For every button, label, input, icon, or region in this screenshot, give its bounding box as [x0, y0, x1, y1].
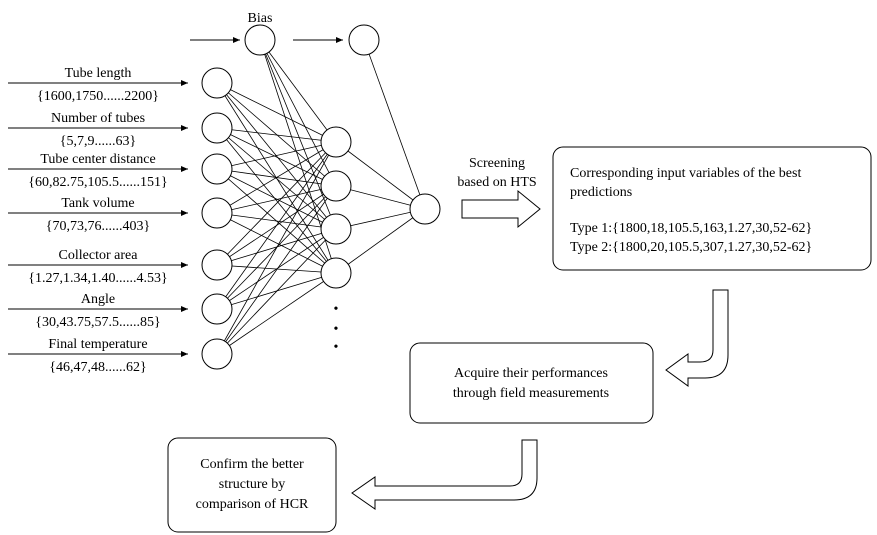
link-input-3-hidden-0 [216, 141, 337, 214]
field-measurements-line-1: Acquire their performances [454, 366, 608, 381]
field-measurements-box [409, 342, 654, 424]
link-input-0-hidden-1 [216, 82, 337, 187]
input-values-3: {70,73,76......403} [46, 219, 150, 234]
bent-hollow-arrow-1 [665, 289, 729, 387]
bent-hollow-arrow-2 [351, 439, 538, 510]
link-input-5-hidden-2 [216, 228, 337, 310]
bias-label: Bias [248, 11, 273, 26]
link-input-3-hidden-2 [216, 212, 337, 230]
input-node-3 [201, 197, 233, 229]
input-name-0: Tube length [65, 66, 132, 81]
confirm-structure-box [167, 437, 337, 533]
ellipsis-dot-3: • [334, 340, 339, 355]
input-values-4: {1.27,1.34,1.40......4.53} [28, 271, 167, 286]
link-input-1-hidden-3 [216, 127, 337, 274]
field-measurements-line-2: through field measurements [453, 386, 609, 401]
input-node-5 [201, 293, 233, 325]
input-name-6: Final temperature [48, 337, 147, 352]
link-bias-hidden-0 [259, 39, 337, 143]
bias-node-hidden [348, 24, 380, 56]
best-predictions-box [552, 146, 872, 271]
link-hidden-0-output [335, 141, 426, 210]
link-input-3-hidden-3 [216, 212, 337, 274]
link-input-4-hidden-0 [216, 141, 337, 266]
input-node-2 [201, 153, 233, 185]
input-variables: Tube length {1600,1750......2200} Number o… [8, 66, 188, 375]
input-values-5: {30,43.75,57.5......85} [35, 315, 160, 330]
link-input-0-hidden-0 [216, 82, 337, 143]
link-input-6-hidden-1 [216, 185, 337, 355]
confirm-line-3: comparison of HCR [196, 497, 309, 512]
network-connections [216, 39, 426, 355]
confirm-line-1: Confirm the better [200, 457, 304, 472]
ellipsis-dot-2: • [334, 322, 339, 337]
best-predictions-title-line-1: Corresponding input variables of the bes… [570, 166, 801, 181]
input-values-1: {5,7,9......63} [60, 134, 136, 149]
hidden-node-2 [320, 213, 352, 245]
hidden-node-1 [320, 170, 352, 202]
input-name-1: Number of tubes [51, 111, 145, 126]
link-input-1-hidden-1 [216, 127, 337, 187]
link-input-6-hidden-0 [216, 141, 337, 355]
input-values-0: {1600,1750......2200} [37, 89, 159, 104]
link-input-2-hidden-2 [216, 168, 337, 230]
link-bias-output [363, 39, 426, 210]
link-input-1-hidden-0 [216, 127, 337, 143]
link-input-6-hidden-3 [216, 272, 337, 355]
link-input-2-hidden-0 [216, 141, 337, 170]
output-node [409, 193, 441, 225]
type-2-values: Type 2:{1800,20,105.5,307,1.27,30,52-62} [570, 240, 812, 255]
link-input-3-hidden-1 [216, 185, 337, 214]
hollow-arrow-right [461, 189, 541, 229]
type-1-values: Type 1:{1800,18,105.5,163,1.27,30,52-62} [570, 221, 812, 236]
best-predictions-title-line-2: predictions [570, 185, 632, 200]
input-name-2: Tube center distance [40, 152, 155, 167]
input-node-1 [201, 112, 233, 144]
input-values-2: {60,82.75,105.5......151} [28, 175, 167, 190]
screening-label-line-2: based on HTS [457, 175, 536, 190]
network-nodes [201, 24, 441, 370]
input-name-4: Collector area [59, 248, 139, 263]
confirm-line-2: structure by [219, 477, 285, 492]
input-name-5: Angle [81, 292, 115, 307]
link-bias-hidden-1 [259, 39, 337, 187]
hidden-node-0 [320, 126, 352, 158]
link-bias-hidden-2 [259, 39, 337, 230]
ellipsis-dot-1: • [334, 302, 339, 317]
input-values-6: {46,47,48......62} [49, 360, 146, 375]
input-node-4 [201, 249, 233, 281]
link-input-1-hidden-2 [216, 127, 337, 230]
link-input-6-hidden-2 [216, 228, 337, 355]
screening-label-line-1: Screening [469, 156, 525, 171]
link-input-5-hidden-0 [216, 141, 337, 310]
input-node-6 [201, 338, 233, 370]
link-hidden-3-output [335, 208, 426, 274]
bias-node-input [244, 24, 276, 56]
hidden-node-3 [320, 257, 352, 289]
input-name-3: Tank volume [61, 196, 134, 211]
input-node-0 [201, 67, 233, 99]
link-input-0-hidden-2 [216, 82, 337, 230]
